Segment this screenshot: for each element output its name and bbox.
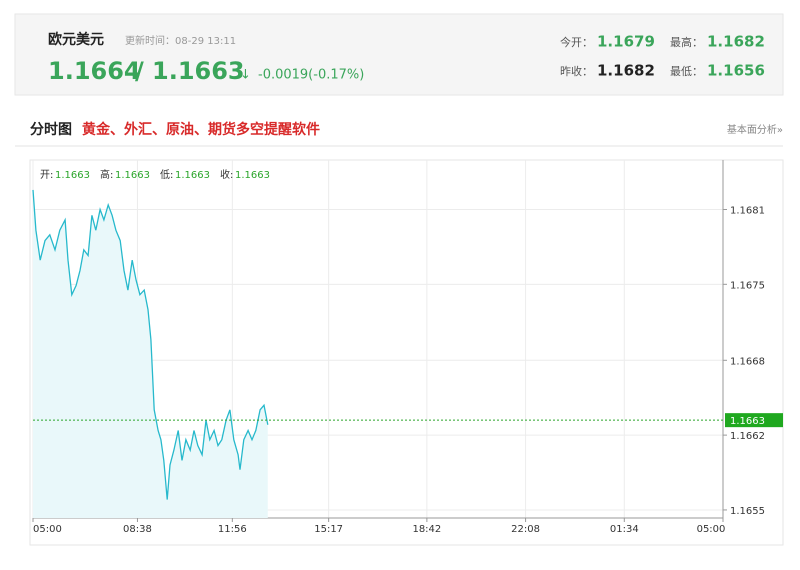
last-price-label: 1.1663 <box>730 416 765 427</box>
x-tick-label: 11:56 <box>218 524 247 535</box>
stat-label: 昨收： <box>560 64 593 78</box>
area <box>33 189 268 518</box>
stat-value: 1.1679 <box>597 33 655 51</box>
y-tick-label: 1.1681 <box>730 205 765 216</box>
quote-panel <box>14 13 784 96</box>
x-tick-label: 15:17 <box>314 524 343 535</box>
stat-label: 今开： <box>560 35 593 49</box>
x-tick-label: 18:42 <box>412 524 441 535</box>
update-time: 更新时间：08-29 13:11 <box>125 34 236 47</box>
ohlc-label: 低: <box>160 168 173 181</box>
stat-label: 最低： <box>670 65 703 78</box>
last-price-tag <box>725 413 783 428</box>
y-tick-label: 1.1675 <box>730 280 765 291</box>
x-tick-label: 01:34 <box>610 524 639 535</box>
price-change: -0.0019(-0.17%) <box>258 68 364 83</box>
x-tick-label: 22:08 <box>511 524 540 535</box>
chart: 1.1681 1.1675 1.1668 1.1662 1.1655 05:00 08:38… <box>32 160 783 535</box>
y-tick-label: 1.1668 <box>730 356 765 367</box>
ohlc-label: 开: <box>40 170 53 181</box>
quote-title: 欧元美元 <box>48 31 104 48</box>
y-tick-label: 1.1655 <box>730 506 765 517</box>
bid-price: 1.1664 <box>48 57 141 85</box>
x-tick-label: 08:38 <box>123 524 152 535</box>
promo-link[interactable]: 黄金、外汇、原油、期货多空提醒软件 <box>82 121 320 138</box>
ohlc-value: 1.1663 <box>175 170 210 181</box>
x-tick-label: 05:00 <box>697 524 726 535</box>
x-tick-label: 05:00 <box>33 524 62 535</box>
ohlc-label: 高: <box>100 168 113 181</box>
stats: 今开： 1.1679 最高： 1.1682 昨收： 1.1682 最低： 1.1656 <box>560 33 765 80</box>
stat-label: 最高： <box>670 35 703 49</box>
ask-price: 1.1663 <box>152 57 245 85</box>
stat-value: 1.1656 <box>707 62 765 80</box>
price-separator: / <box>135 57 144 85</box>
ohlc-value: 1.1663 <box>235 170 270 181</box>
active-tab[interactable]: 分时图 <box>30 121 72 138</box>
ohlc-value: 1.1663 <box>55 170 90 181</box>
stat-value: 1.1682 <box>597 62 655 80</box>
analysis-link[interactable]: 基本面分析» <box>727 123 783 136</box>
price-line <box>32 189 269 500</box>
ohlc-label: 收: <box>220 168 233 181</box>
ohlc-value: 1.1663 <box>115 170 150 181</box>
stat-value: 1.1682 <box>707 33 765 51</box>
down-arrow: ↓ <box>240 68 251 83</box>
y-tick-label: 1.1662 <box>730 431 765 442</box>
